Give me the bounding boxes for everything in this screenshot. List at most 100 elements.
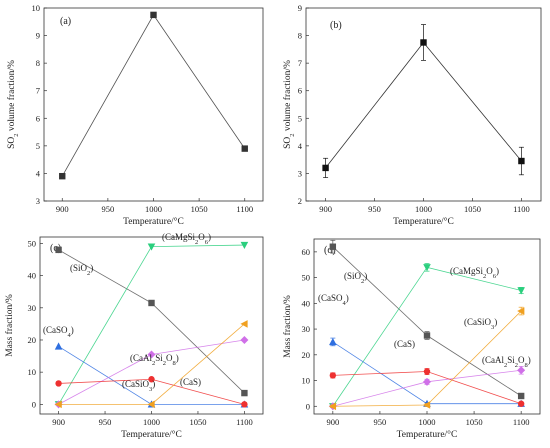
y-tick-label: 8 (36, 58, 40, 68)
data-point (150, 11, 157, 19)
y-tick-label: 10 (28, 367, 37, 377)
data-point (423, 368, 431, 375)
panel-label: (a) (60, 16, 71, 27)
series-6 (54, 320, 248, 409)
x-tick-label: 950 (368, 204, 381, 214)
data-point (147, 243, 156, 251)
y-tick-label: 0 (306, 401, 310, 411)
data-point (423, 377, 431, 386)
y-tick-label: 6 (298, 86, 302, 96)
x-axis-title: Temperature/°C (123, 216, 184, 227)
series-6 (328, 306, 525, 411)
y-tick-label: 0 (32, 399, 36, 409)
annotation-label: (CaSO4) (43, 325, 74, 339)
data-point (423, 264, 431, 272)
data-point (518, 157, 525, 165)
y-tick-label: 30 (302, 324, 311, 334)
data-point (423, 401, 431, 409)
x-tick-label: 950 (102, 204, 115, 214)
x-tick-label: 900 (56, 204, 69, 214)
data-point (54, 400, 62, 409)
data-point (517, 307, 525, 315)
data-point (241, 145, 248, 152)
data-point (147, 350, 156, 359)
y-tick-label: 3 (298, 168, 302, 178)
x-tick-label: 1000 (419, 417, 436, 427)
series-5 (329, 368, 525, 407)
annotation-label: (CaS) (394, 339, 415, 349)
x-tick-label: 1100 (513, 204, 530, 214)
data-point (329, 372, 337, 379)
annotation-label: (CaAl2Si2O8) (482, 355, 531, 369)
data-point (148, 299, 155, 307)
data-point (517, 287, 525, 295)
panel-a: 900 950 1000 1050 1100 3 4 5 6 7 8 9 10 Temperature/°… (6, 3, 264, 227)
data-point (517, 400, 525, 407)
data-point (328, 402, 337, 411)
x-tick-label: 1000 (145, 204, 162, 214)
annotation-label: (SiO2) (70, 263, 93, 277)
x-tick-label: 900 (326, 417, 339, 427)
x-tick-label: 1000 (143, 417, 160, 427)
x-tick-label: 900 (52, 417, 65, 427)
y-axis-title: Mass fraction/% (4, 294, 15, 357)
data-point (241, 401, 248, 408)
y-tick-label: 8 (298, 31, 302, 41)
x-tick-label: 1000 (415, 204, 432, 214)
data-point (241, 389, 248, 397)
annotation-label: (CaSiO3) (122, 379, 155, 393)
x-axis-title: Temperature/°C (393, 216, 454, 227)
x-axis-title: Temperature/°C (397, 429, 458, 440)
plot-frame (43, 7, 264, 202)
data-point (54, 342, 63, 350)
y-tick-label: 50 (302, 273, 311, 283)
annotation-label: (SiO2) (344, 271, 367, 285)
y-tick-label: 9 (36, 31, 40, 41)
data-point (147, 400, 155, 409)
y-axis-title: Mass fraction/% (282, 295, 293, 358)
y-tick-label: 4 (36, 168, 41, 178)
data-point (517, 392, 525, 400)
y-tick-label: 9 (298, 3, 302, 13)
series-1 (55, 246, 248, 397)
annotation-label: (CaMgSi2O6) (162, 232, 211, 246)
annotation-label: (CaS) (180, 377, 201, 387)
data-point (423, 332, 431, 339)
x-tick-label: 900 (319, 204, 332, 214)
y-tick-label: 20 (28, 335, 37, 345)
data-point (240, 241, 249, 250)
series-1 (329, 239, 525, 400)
annotation-label: (CaSiO3) (464, 317, 497, 331)
data-point (59, 172, 66, 180)
y-axis-title: SO2 volume fraction/% (6, 60, 20, 149)
y-tick-label: 10 (302, 376, 311, 386)
annotation-label: (CaAl2Si2O8) (130, 353, 179, 367)
data-point (240, 320, 248, 328)
data-point (329, 337, 337, 346)
data-point (148, 376, 155, 383)
data-point (517, 366, 526, 375)
y-tick-label: 3 (36, 196, 40, 206)
x-tick-label: 1050 (189, 417, 206, 427)
y-tick-label: 40 (28, 271, 37, 281)
data-point (329, 243, 337, 250)
y-tick-label: 20 (302, 350, 311, 360)
data-point (55, 246, 62, 254)
x-tick-label: 1100 (236, 204, 253, 214)
y-tick-label: 7 (298, 58, 302, 68)
y-tick-label: 2 (298, 196, 302, 206)
annotation-label: (CaMgSi2O6) (450, 266, 499, 280)
x-tick-label: 1100 (513, 417, 530, 427)
panel-label: (d) (324, 245, 336, 256)
x-tick-label: 1050 (191, 204, 208, 214)
x-tick-label: 1100 (236, 417, 253, 427)
y-tick-label: 60 (302, 247, 311, 257)
y-tick-label: 5 (298, 113, 302, 123)
series-line (325, 41, 522, 169)
y-tick-label: 5 (36, 141, 40, 151)
panel-c: 900 950 1000 1050 1100 0 10 20 30 40 50 Temperature… (4, 232, 264, 440)
x-tick-label: 950 (374, 417, 387, 427)
y-tick-label: 10 (32, 3, 41, 13)
series-1 (59, 11, 248, 180)
